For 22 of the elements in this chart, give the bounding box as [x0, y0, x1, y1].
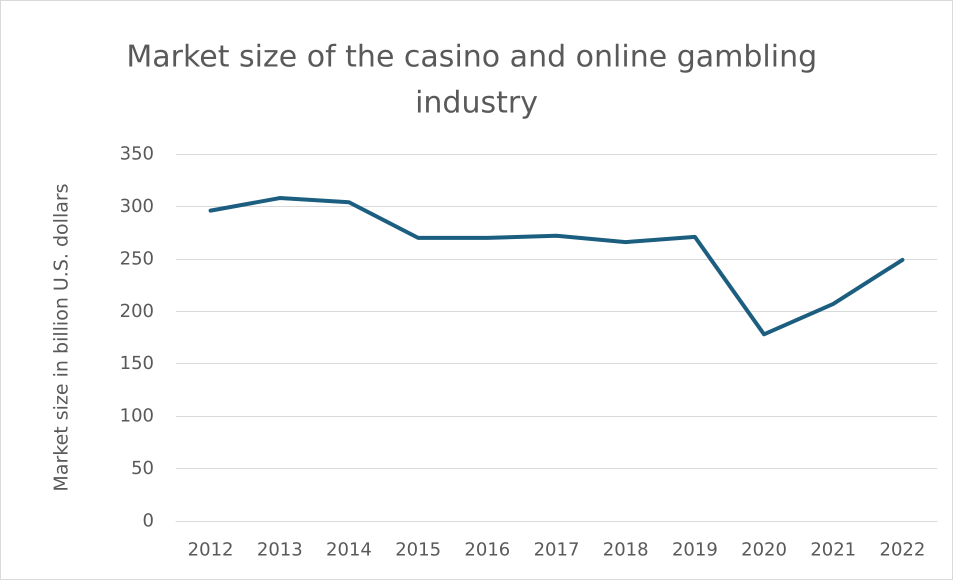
y-tick-label: 50 — [131, 458, 154, 480]
x-tick-label: 2022 — [880, 540, 926, 560]
chart-title: Market size of the casino and online gambling industry — [126, 40, 827, 120]
x-tick-label: 2016 — [464, 540, 510, 560]
y-tick-label: 300 — [120, 196, 154, 217]
x-tick-label: 2017 — [534, 540, 580, 560]
line-series — [208, 196, 904, 336]
y-tick-label: 100 — [120, 406, 154, 427]
y-tick-label: 0 — [142, 510, 154, 532]
x-tick-label: 2015 — [395, 540, 442, 560]
x-tick-label: 2013 — [256, 540, 303, 560]
x-tick-label: 2019 — [672, 540, 718, 560]
x-tick-label: 2018 — [602, 540, 649, 560]
y-tick-label: 350 — [120, 144, 154, 164]
y-tick-label: 250 — [120, 248, 154, 270]
x-tick-label: 2012 — [188, 540, 234, 560]
x-tick-label: 2021 — [810, 540, 856, 560]
y-tick-label: 200 — [120, 300, 154, 322]
y-axis-title: Market size in billion U.S. dollars — [50, 183, 72, 492]
x-tick-label: 2014 — [326, 540, 372, 560]
x-tick-label: 2020 — [741, 540, 787, 560]
y-tick-label: 150 — [120, 353, 154, 374]
